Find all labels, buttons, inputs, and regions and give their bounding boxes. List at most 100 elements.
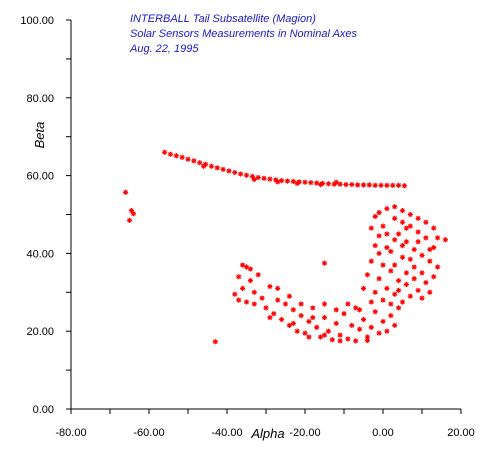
data-point: [337, 338, 343, 344]
data-point: [399, 208, 406, 214]
data-point: [286, 322, 292, 328]
data-point: [423, 219, 429, 225]
data-point: [415, 229, 421, 235]
data-point: [355, 182, 361, 188]
data-point: [372, 289, 378, 295]
data-point: [318, 334, 324, 340]
data-point: [333, 307, 339, 313]
data-point: [388, 301, 394, 307]
data-point: [290, 307, 296, 313]
data-point: [179, 154, 185, 160]
data-point: [411, 276, 417, 282]
data-point: [360, 182, 367, 188]
y-tick-label: 60.00: [26, 171, 54, 183]
data-point: [419, 270, 425, 276]
data-point: [368, 324, 374, 330]
data-point: [364, 337, 370, 344]
data-point: [325, 181, 331, 187]
data-point: [271, 311, 277, 317]
data-point: [251, 289, 257, 295]
data-point: [173, 153, 179, 159]
data-point: [427, 258, 433, 264]
data-point: [435, 264, 441, 270]
data-point: [368, 299, 374, 305]
data-point: [384, 182, 390, 188]
data-point: [314, 324, 320, 330]
data-point: [343, 181, 349, 188]
data-point: [384, 231, 390, 237]
data-point: [321, 301, 328, 307]
data-point: [251, 301, 257, 307]
chart-title-line-1: INTERBALL Tail Subsatellite (Magion): [130, 13, 316, 25]
data-point: [251, 176, 257, 183]
data-point: [360, 316, 367, 323]
data-point: [396, 182, 402, 188]
data-point: [392, 204, 398, 210]
data-point: [333, 179, 339, 185]
data-point: [214, 165, 220, 171]
chart-title-line-3: Aug. 22, 1995: [129, 43, 199, 55]
data-point: [298, 313, 304, 319]
data-point: [275, 297, 281, 303]
data-point: [431, 225, 437, 231]
data-point: [286, 293, 292, 299]
data-point: [267, 176, 273, 182]
data-point: [212, 339, 218, 345]
y-axis-label: Beta: [32, 122, 47, 149]
data-point: [294, 328, 300, 334]
data-point: [423, 235, 429, 241]
data-point: [167, 151, 174, 157]
data-point: [275, 285, 281, 292]
data-point: [247, 278, 253, 284]
data-point: [392, 262, 398, 268]
data-point: [366, 182, 372, 188]
data-point: [302, 179, 308, 185]
data-point: [399, 243, 406, 249]
data-point: [185, 156, 191, 162]
x-tick-label: -80.00: [55, 427, 86, 439]
chart-title-line-2: Solar Sensors Measurements in Nominal Ax…: [130, 28, 358, 40]
data-point: [243, 172, 250, 178]
data-point: [384, 244, 390, 251]
data-point: [392, 322, 398, 328]
data-point: [255, 272, 261, 278]
data-point: [267, 314, 273, 321]
x-tick-label: -20.00: [289, 427, 320, 439]
data-point: [243, 264, 250, 270]
data-point: [279, 316, 285, 323]
data-point: [267, 283, 273, 290]
data-point: [442, 237, 448, 243]
data-point: [255, 174, 261, 181]
data-point: [392, 215, 398, 221]
data-point: [123, 189, 129, 195]
data-point: [238, 171, 244, 177]
data-point: [333, 320, 339, 327]
data-point: [407, 293, 413, 299]
data-point: [318, 181, 324, 188]
data-point: [368, 225, 374, 231]
data-point: [290, 178, 296, 185]
y-tick-label: 80.00: [26, 93, 54, 105]
data-point: [368, 258, 374, 264]
data-point: [388, 313, 394, 319]
x-axis-label: Alpha: [250, 426, 284, 441]
data-point: [376, 276, 382, 282]
data-point: [191, 158, 197, 164]
data-point: [349, 181, 355, 188]
data-point: [321, 332, 328, 338]
data-point: [294, 180, 300, 186]
y-tick-label: 20.00: [26, 326, 54, 338]
data-point: [337, 332, 343, 338]
data-point: [399, 254, 406, 260]
data-point: [415, 239, 421, 245]
data-point: [310, 314, 316, 321]
x-tick-label: -60.00: [133, 427, 164, 439]
data-point: [384, 206, 390, 212]
data-point: [384, 285, 390, 292]
x-axis-ticks: -80.00 -60.00 -40.00 -20.00 0.00 20.00: [55, 409, 475, 439]
data-point: [208, 163, 214, 169]
data-point: [376, 209, 382, 216]
data-point: [220, 166, 226, 172]
data-point: [243, 299, 250, 305]
